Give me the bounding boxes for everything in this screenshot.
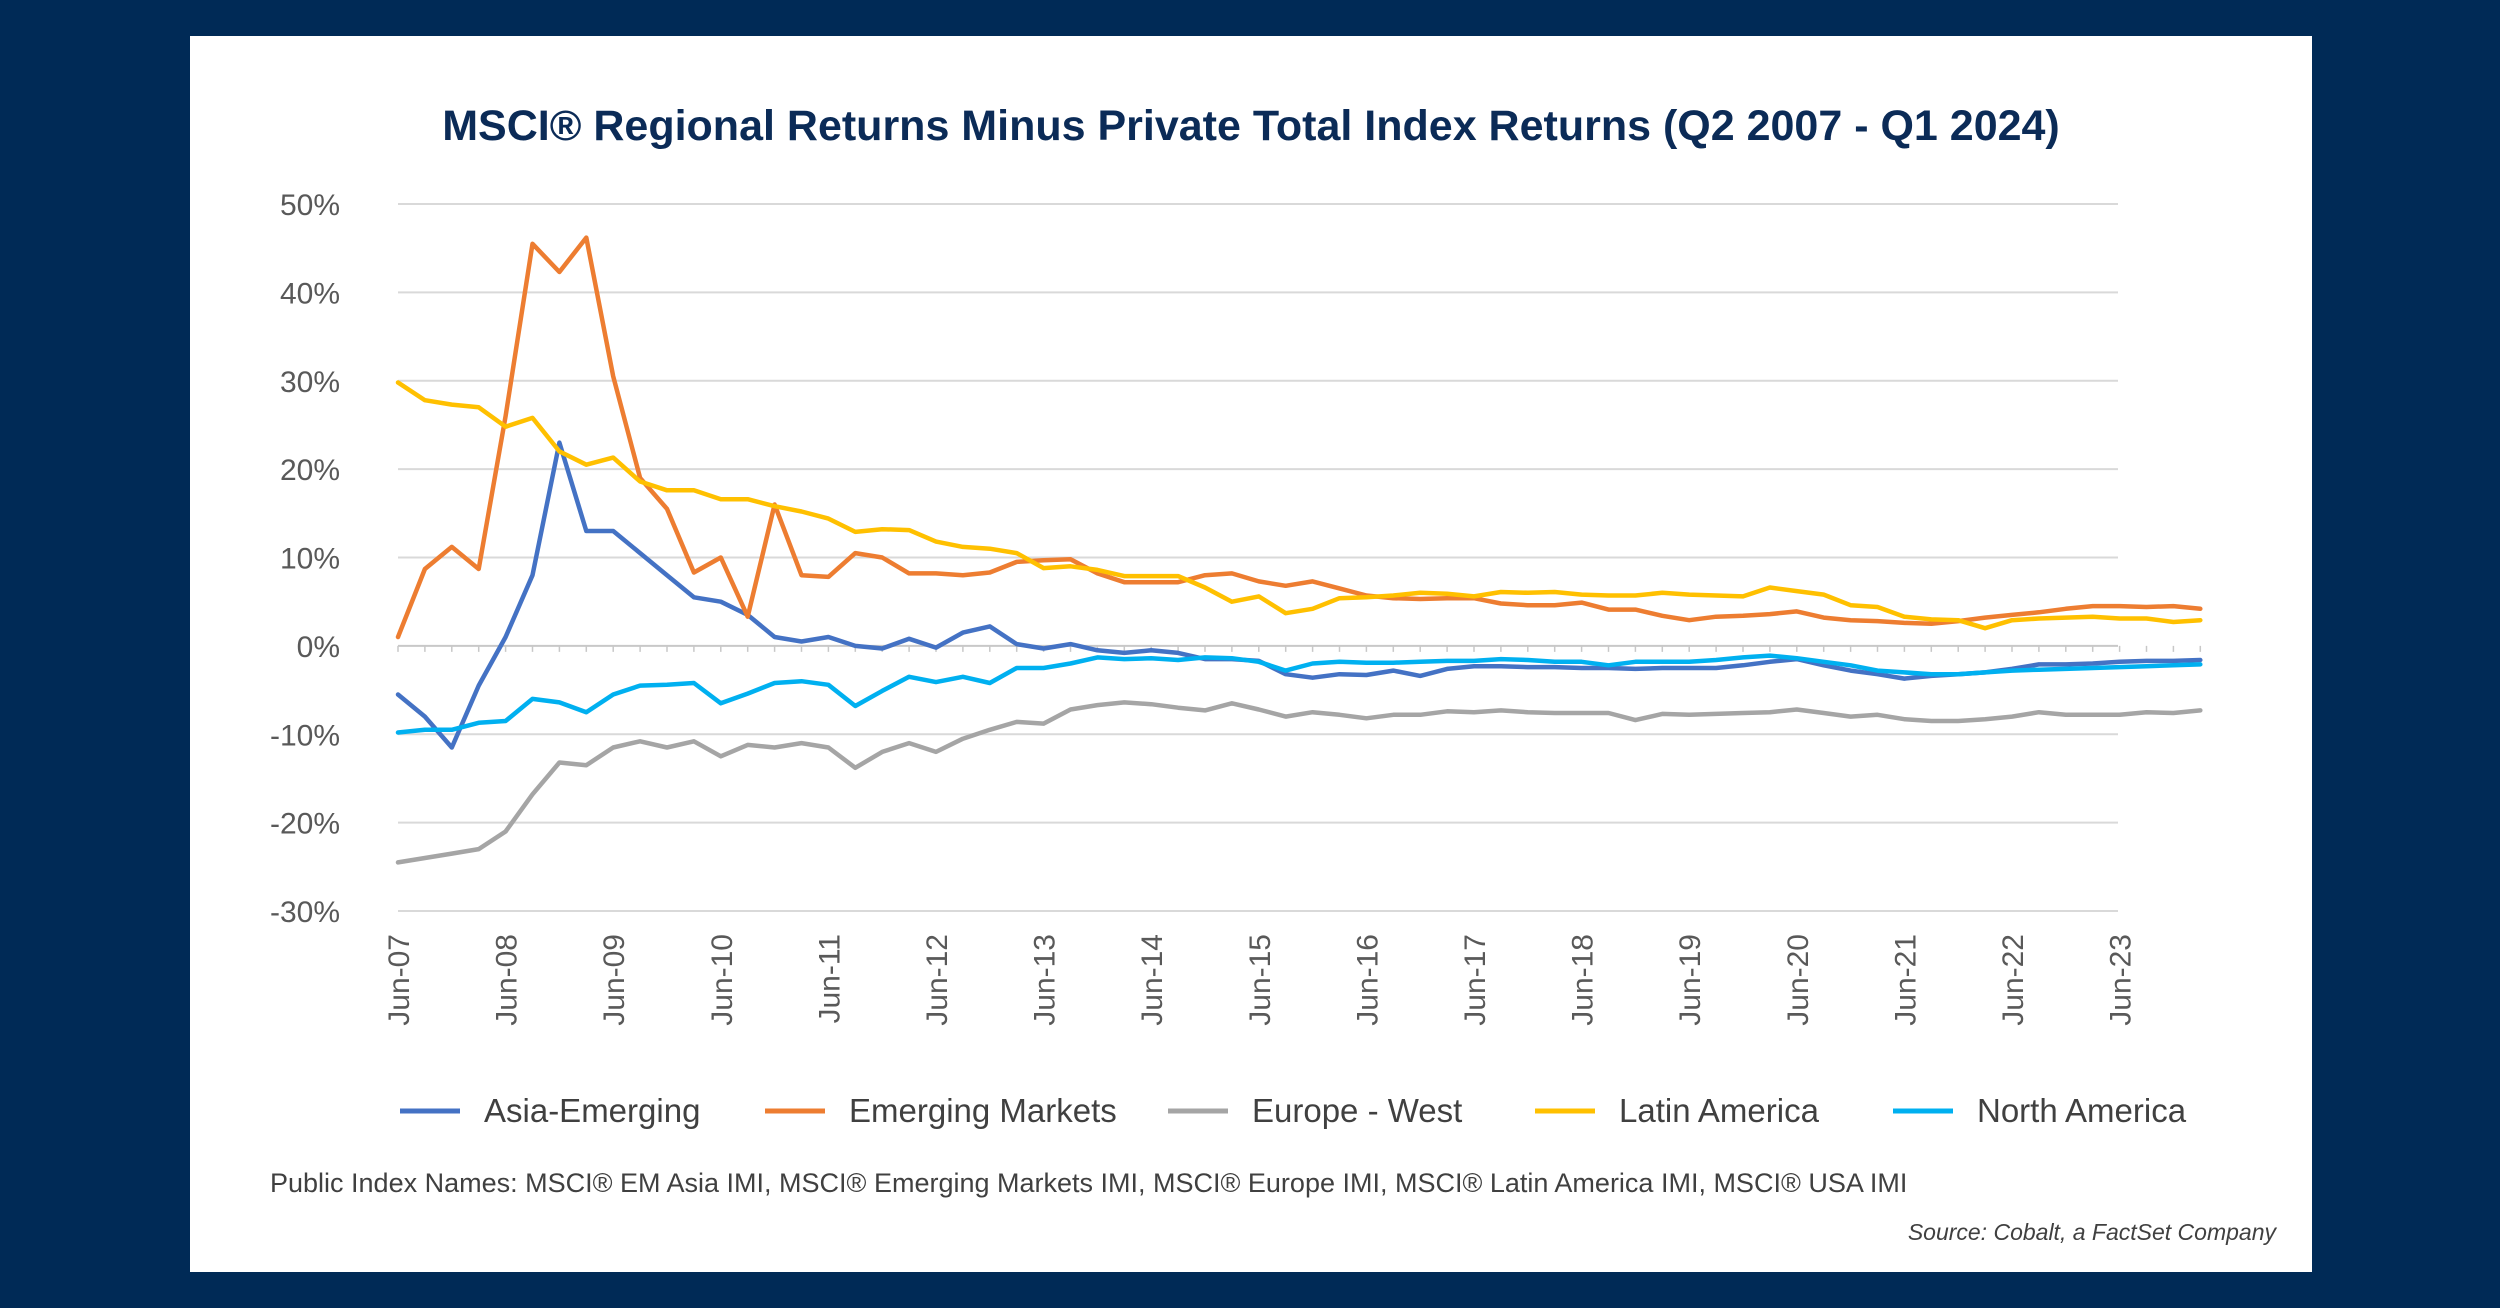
y-tick-label: -20% — [270, 808, 340, 841]
x-tick-label: Jun-23 — [2105, 934, 2138, 1026]
x-tick-label: Jun-09 — [598, 934, 631, 1026]
chart-title: MSCI® Regional Returns Minus Private Tot… — [442, 102, 2060, 150]
y-tick-label: 40% — [280, 277, 340, 310]
line-chart: 50% 40% 30% 20% 10% 0% -10% -20% -30% Jun-07 Jun-0… — [270, 189, 2203, 1129]
series-line-europe-west — [395, 700, 2203, 865]
x-tick-label: Jun-19 — [1674, 934, 1707, 1026]
x-tick-label: Jun-08 — [491, 934, 524, 1026]
source-note: Source: Cobalt, a FactSet Company — [1907, 1219, 2276, 1245]
y-tick-label: 10% — [280, 543, 340, 576]
y-tick-label: 30% — [280, 366, 340, 399]
y-tick-label: 20% — [280, 454, 340, 487]
series-line-emerging-markets — [395, 235, 2203, 640]
x-tick-label: Jun-16 — [1351, 934, 1384, 1026]
axis-layer: 50% 40% 30% 20% 10% 0% -10% -20% -30% Jun-07 Jun-0… — [270, 189, 2202, 1026]
y-tick-label: -30% — [270, 896, 340, 929]
footnote: Public Index Names: MSCI® EM Asia IMI, M… — [270, 1168, 1908, 1198]
x-tick-label: Jun-20 — [1782, 934, 1815, 1026]
x-tick-label: Jun-17 — [1459, 934, 1492, 1026]
x-tick-label: Jun-13 — [1029, 934, 1062, 1026]
chart-card: MSCI® Regional Returns Minus Private Tot… — [190, 36, 2312, 1272]
y-tick-label: -10% — [270, 719, 340, 752]
y-tick-label: 50% — [280, 189, 340, 222]
x-tick-label: Jun-14 — [1136, 934, 1169, 1026]
legend-label: Emerging Markets — [849, 1092, 1117, 1129]
legend-label: Europe - West — [1252, 1092, 1462, 1129]
legend-label: Latin America — [1619, 1092, 1820, 1129]
x-tick-label: Jun-21 — [1889, 934, 1922, 1026]
x-tick-label: Jun-15 — [1244, 934, 1277, 1026]
legend-label: Asia-Emerging — [484, 1092, 700, 1129]
series-line-north-america — [395, 653, 2203, 735]
x-tick-label: Jun-07 — [383, 934, 416, 1026]
x-tick-label: Jun-18 — [1567, 934, 1600, 1026]
y-tick-label: 0% — [297, 631, 340, 664]
legend: Asia-Emerging Emerging Markets Europe - We… — [400, 1092, 2187, 1129]
series-layer — [395, 235, 2203, 865]
series-line-asia-emerging — [395, 440, 2203, 750]
grid-layer — [398, 203, 2118, 912]
x-tick-label: Jun-22 — [1997, 934, 2030, 1026]
x-tick-label: Jun-10 — [706, 934, 739, 1026]
series-line-latin-america — [395, 380, 2203, 631]
legend-label: North America — [1977, 1092, 2187, 1129]
x-tick-label: Jun-11 — [813, 934, 846, 1024]
x-tick-label: Jun-12 — [921, 934, 954, 1026]
